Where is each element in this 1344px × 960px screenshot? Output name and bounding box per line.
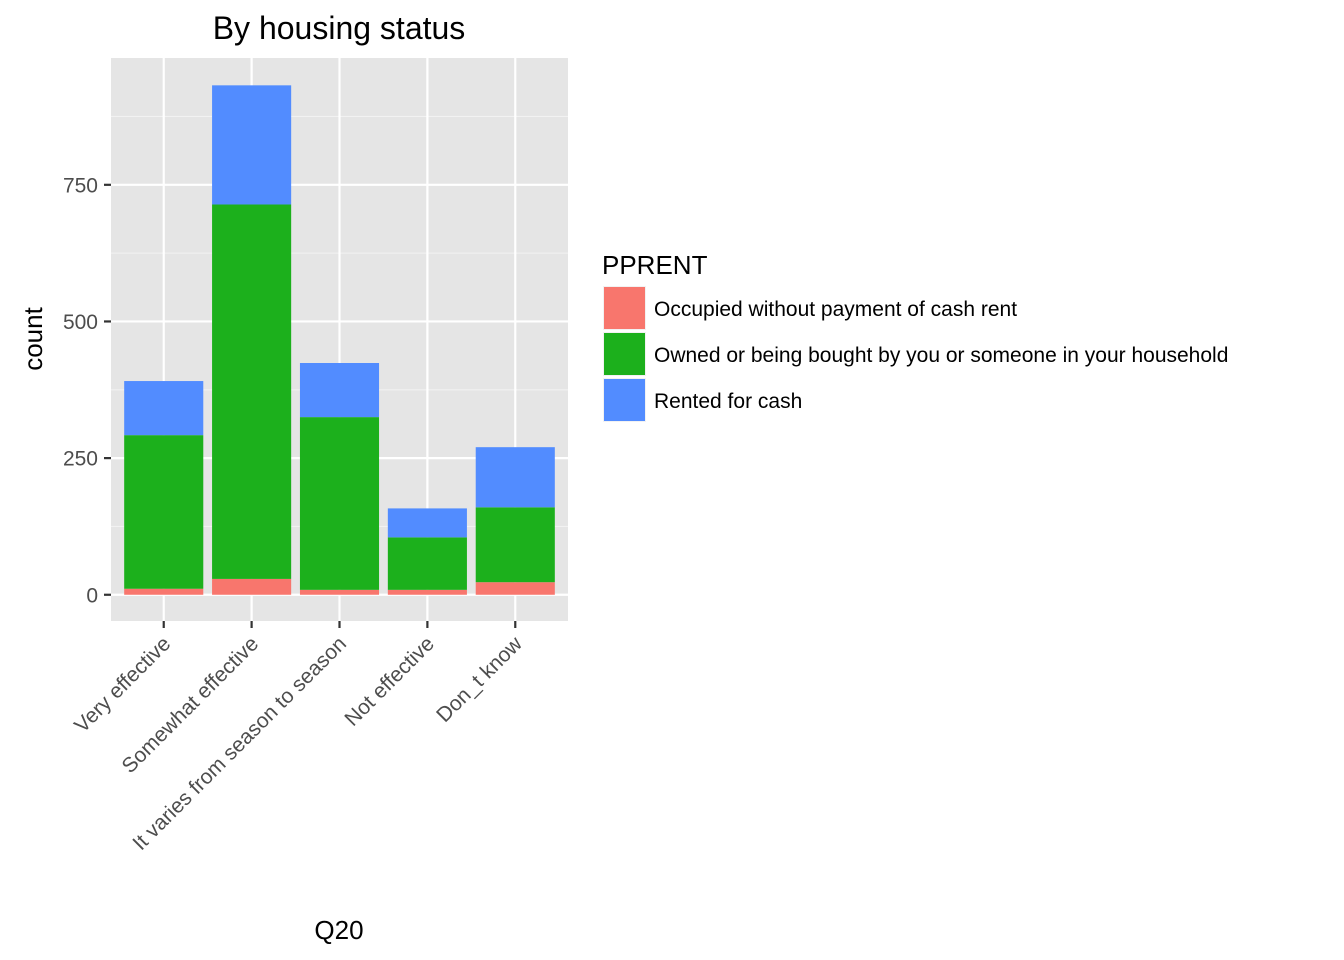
chart-title: By housing status	[213, 10, 466, 46]
bar-segment	[299, 417, 380, 590]
bar-segment	[475, 507, 555, 583]
y-tick-label: 250	[63, 448, 98, 471]
y-axis-title: count	[18, 306, 48, 370]
x-tick-label: Don_t know	[432, 632, 527, 727]
bar-segment	[475, 582, 555, 595]
legend-label: Owned or being bought by you or someone …	[654, 344, 1228, 367]
x-axis-title: Q20	[314, 915, 363, 945]
legend: PPRENT Occupied without payment of cash …	[602, 250, 1228, 422]
bars	[124, 85, 555, 595]
legend-label: Rented for cash	[654, 390, 802, 413]
bar-segment	[475, 447, 555, 508]
legend-key	[604, 333, 645, 375]
bar-segment	[124, 588, 204, 595]
y-tick-label: 750	[63, 174, 98, 197]
bar-segment	[212, 204, 292, 579]
legend-items: Occupied without payment of cash rent Own…	[603, 286, 1228, 422]
legend-title: PPRENT	[602, 250, 708, 280]
y-axis: 0 250 500 750	[63, 174, 111, 607]
y-tick-label: 0	[86, 584, 98, 607]
bar-segment	[212, 578, 292, 595]
bar-segment	[124, 381, 204, 436]
bar-segment	[387, 508, 467, 538]
bar-segment	[124, 435, 204, 589]
legend-key	[604, 287, 645, 329]
x-tick-label: Not effective	[340, 632, 439, 731]
y-tick-label: 500	[63, 311, 98, 334]
bar-segment	[299, 363, 380, 418]
bar-segment	[212, 85, 292, 205]
bar-segment	[299, 589, 380, 595]
legend-label: Occupied without payment of cash rent	[654, 298, 1017, 321]
bar-segment	[387, 537, 467, 590]
legend-key	[604, 379, 645, 421]
bar-segment	[387, 589, 467, 595]
